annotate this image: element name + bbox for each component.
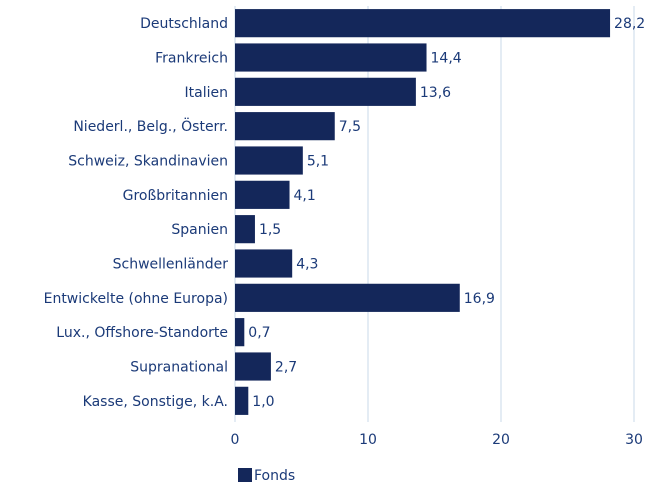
y-tick-label: Frankreich [155, 51, 228, 67]
y-tick-label: Deutschland [140, 16, 228, 32]
y-tick-label: Italien [185, 85, 228, 101]
x-tick-label: 30 [625, 432, 643, 448]
y-tick-label: Lux., Offshore-Standorte [56, 325, 228, 341]
bar [235, 180, 290, 209]
value-label: 14,4 [431, 51, 462, 67]
value-label: 0,7 [248, 325, 270, 341]
bar [235, 386, 249, 415]
value-label: 4,1 [294, 188, 316, 204]
value-label: 5,1 [307, 154, 329, 170]
y-tick-label: Kasse, Sonstige, k.A. [83, 394, 228, 410]
value-label: 13,6 [420, 85, 451, 101]
y-tick-label: Schwellenländer [113, 257, 229, 273]
legend-label: Fonds [254, 468, 295, 484]
value-label: 16,9 [464, 291, 495, 307]
bar [235, 112, 335, 141]
legend-swatch [238, 468, 252, 482]
y-tick-label: Spanien [171, 222, 228, 238]
y-tick-label: Schweiz, Skandinavien [68, 154, 228, 170]
y-tick-label: Supranational [130, 360, 228, 376]
value-label: 7,5 [339, 119, 361, 135]
y-tick-label: Niederl., Belg., Österr. [73, 117, 228, 135]
value-label: 1,5 [259, 222, 281, 238]
bar [235, 249, 293, 278]
x-tick-label: 0 [231, 432, 240, 448]
bar [235, 283, 460, 312]
value-label: 4,3 [296, 257, 318, 273]
bar [235, 43, 427, 72]
bar [235, 318, 245, 347]
bar [235, 77, 416, 106]
value-label: 2,7 [275, 360, 297, 376]
bar [235, 352, 271, 381]
value-label: 28,2 [614, 16, 645, 32]
y-tick-label: Entwickelte (ohne Europa) [44, 291, 228, 307]
x-tick-label: 20 [492, 432, 510, 448]
x-tick-label: 10 [359, 432, 377, 448]
bar [235, 9, 611, 38]
bar [235, 215, 255, 244]
bar [235, 146, 303, 175]
y-tick-label: Großbritannien [123, 188, 228, 204]
value-label: 1,0 [252, 394, 274, 410]
